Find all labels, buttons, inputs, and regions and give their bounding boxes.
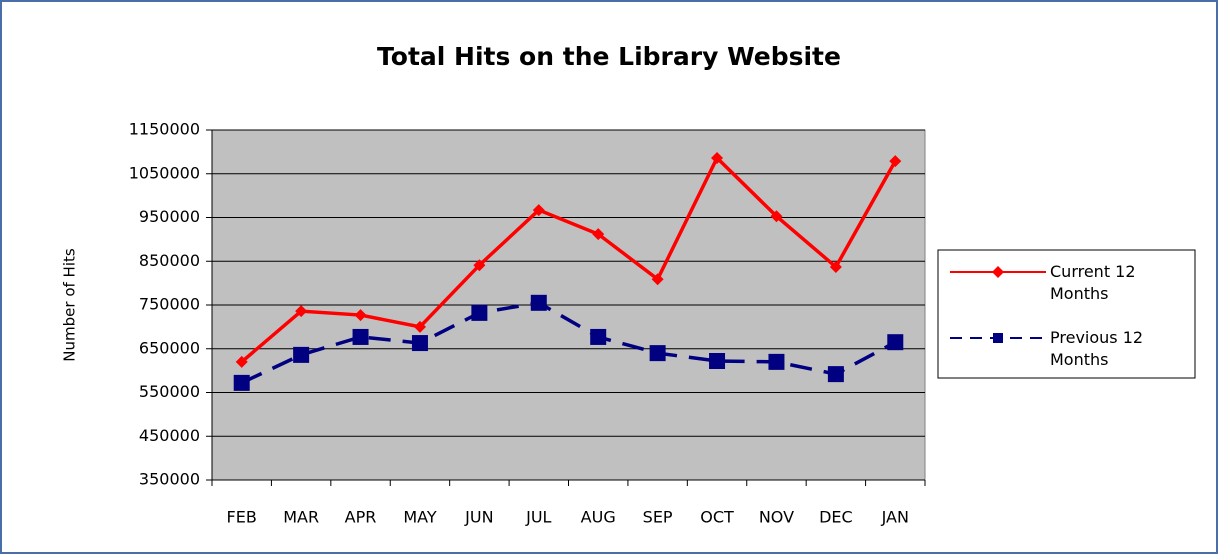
x-tick-label: NOV — [759, 508, 794, 527]
data-point — [770, 210, 783, 223]
data-point — [473, 259, 486, 272]
y-axis-label: Number of Hits — [61, 248, 79, 362]
y-tick-label: 450000 — [139, 426, 200, 445]
data-point — [711, 152, 724, 164]
data-point — [651, 273, 664, 286]
legend-label: Current 12 Months — [1050, 262, 1136, 303]
x-tick-label: DEC — [819, 508, 853, 527]
series-line — [240, 155, 897, 364]
legend-label: Previous 12 Months — [1050, 328, 1144, 369]
y-tick-label: 550000 — [139, 382, 200, 401]
y-tick-label: 750000 — [139, 295, 200, 314]
legend-marker — [993, 333, 1003, 343]
x-tick-label: JUN — [464, 508, 493, 527]
data-point — [829, 260, 842, 273]
data-point — [532, 204, 545, 217]
x-tick-label: APR — [345, 508, 377, 527]
y-tick-label: 850000 — [139, 251, 200, 270]
data-point — [354, 309, 367, 322]
data-point — [471, 304, 488, 321]
data-point — [649, 345, 666, 362]
chart-title: Total Hits on the Library Website — [377, 42, 841, 71]
data-point — [235, 355, 248, 368]
x-tick-label: SEP — [643, 508, 673, 527]
data-point — [768, 353, 785, 370]
y-tick-label: 650000 — [139, 338, 200, 357]
x-tick-label: JAN — [881, 508, 909, 527]
y-tick-label: 950000 — [139, 207, 200, 226]
legend-marker — [992, 266, 1004, 278]
data-point — [352, 328, 369, 345]
x-tick-label: JUL — [525, 508, 551, 527]
x-tick-label: MAR — [283, 508, 319, 527]
data-point — [592, 228, 605, 241]
data-point — [411, 335, 428, 352]
x-tick-label: AUG — [581, 508, 616, 527]
y-tick-label: 1150000 — [129, 120, 200, 139]
x-tick-label: OCT — [700, 508, 734, 527]
data-point — [530, 294, 547, 311]
data-point — [827, 366, 844, 383]
series-line — [240, 300, 897, 385]
x-tick-label: MAY — [403, 508, 437, 527]
data-point — [413, 320, 426, 333]
data-point — [295, 305, 308, 318]
data-point — [887, 334, 904, 351]
data-point — [590, 328, 607, 345]
x-tick-label: FEB — [227, 508, 257, 527]
y-tick-label: 1050000 — [129, 163, 200, 182]
data-point — [709, 353, 726, 369]
data-point — [889, 155, 902, 168]
data-point — [293, 346, 310, 363]
y-tick-label: 350000 — [139, 470, 200, 489]
data-point — [233, 374, 250, 391]
